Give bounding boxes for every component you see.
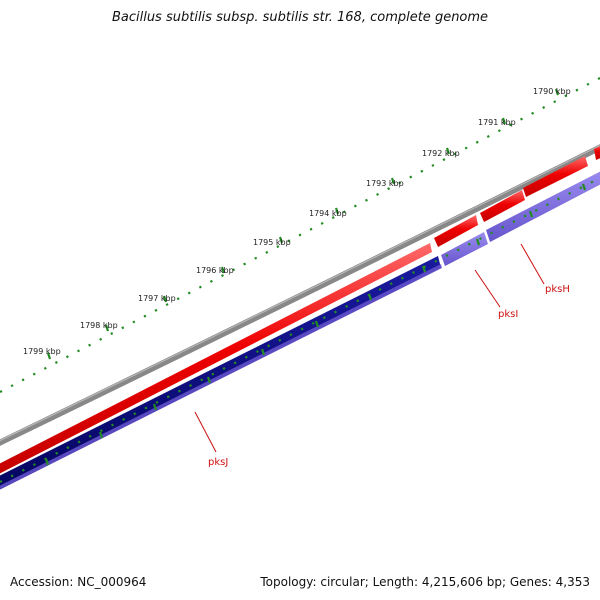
inner-ruler-major-tick [581,183,587,191]
inner-ruler-major-tick [44,458,50,466]
ruler-major-tick [501,117,507,125]
inner-ruler-major-tick [314,320,320,328]
inner-ruler-major-tick [152,403,158,411]
genome-summary-text: Topology: circular; Length: 4,215,606 bp… [260,575,590,589]
ruler-major-tick [390,177,396,185]
inner-ruler-major-tick [421,265,427,273]
cds-forward-3[interactable] [523,156,588,197]
genome-backbone [0,144,600,446]
ruler-major-tick [162,295,168,303]
gene-label-pksJ-group[interactable]: pksJ [194,411,228,468]
ruler-tick-label: 1793 kbp [366,179,404,188]
inner-ruler-major-tick [475,238,481,246]
cds-forward-1[interactable] [434,215,478,247]
ruler-tick-label: 1796 kbp [196,266,234,275]
cds-forward-long[interactable] [0,243,432,476]
ruler-tick-label: 1795 kbp [253,238,291,247]
ruler-tick-label: 1797 kbp [138,294,176,303]
cds-reverse-pksI[interactable] [441,232,488,266]
gene-label-pksI-group[interactable]: pksI [474,269,518,320]
genome-backbone-highlight [0,144,600,442]
ruler-major-tick [554,88,560,96]
ruler-tick-label: 1791 kbp [478,118,516,127]
inner-ruler-major-tick [98,431,104,439]
ruler-tick-label: 1798 kbp [80,321,118,330]
map-title: Bacillus subtilis subsp. subtilis str. 1… [111,10,489,25]
cds-forward-4[interactable] [594,144,600,160]
ruler-tick-label: 1792 kbp [422,149,460,158]
inner-ruler-major-ticks [44,183,587,466]
inner-ruler-major-tick [528,210,534,218]
cds-forward-2[interactable] [480,190,525,222]
cds-reverse-pksH[interactable] [486,169,600,242]
cds-reverse-pksJ-edge [0,264,442,490]
ruler-tick-labels: 1790 kbp 1791 kbp 1792 kbp 1793 kbp 1794 kbp… [23,87,571,356]
ruler-major-tick [104,324,110,332]
gene-label-pksH-group[interactable]: pksH [520,243,570,295]
gene-label-pksI: pksI [498,309,518,320]
inner-ruler-major-tick [367,293,373,301]
inner-ruler-major-tick [260,348,266,356]
ruler-major-tick [445,147,451,155]
ruler-major-tick [334,207,340,215]
ruler-major-tick [278,236,284,244]
ruler-major-ticks [46,88,560,360]
ruler-tick-label: 1790 kbp [533,87,571,96]
gene-label-pksJ: pksJ [208,457,228,468]
ruler-major-tick [220,266,226,274]
gene-label-pksH: pksH [545,284,570,295]
accession-text: Accession: NC_000964 [10,575,147,589]
ruler-tick-label: 1799 kbp [23,347,61,356]
inner-ruler-major-tick [206,376,212,384]
forward-cds-track [0,144,600,476]
ruler-tick-label: 1794 kbp [309,209,347,218]
reverse-cds-track [0,169,600,490]
ruler-major-tick [46,352,52,360]
ruler-dotted-arc [0,77,600,393]
